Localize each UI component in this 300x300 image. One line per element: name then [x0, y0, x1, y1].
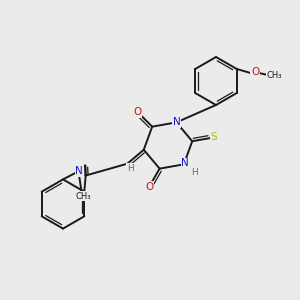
Text: N: N	[172, 117, 180, 128]
Text: N: N	[76, 166, 83, 176]
Text: N: N	[182, 158, 189, 168]
Text: O: O	[251, 67, 260, 77]
Text: O: O	[145, 182, 154, 192]
Text: S: S	[211, 132, 217, 142]
Text: CH₃: CH₃	[75, 191, 91, 200]
Text: CH₃: CH₃	[267, 70, 282, 80]
Text: H: H	[191, 168, 198, 177]
Text: O: O	[134, 107, 142, 117]
Text: H: H	[127, 164, 134, 173]
